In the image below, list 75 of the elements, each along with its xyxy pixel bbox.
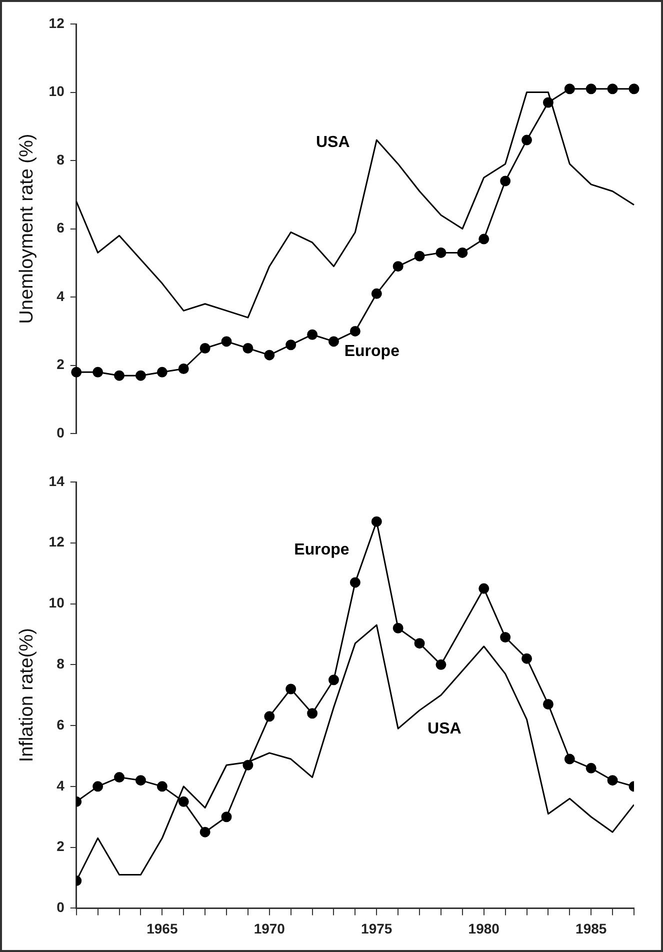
- y-tick-label: 2: [56, 356, 65, 372]
- series-label: Europe: [294, 542, 350, 559]
- y-tick-label: 0: [56, 899, 65, 916]
- point: [586, 84, 596, 94]
- point: [328, 674, 339, 686]
- point: [522, 653, 532, 664]
- x-tick-label: 1965: [146, 920, 178, 936]
- point: [92, 781, 104, 792]
- x-tick-label: 1985: [576, 920, 607, 936]
- point: [607, 84, 618, 94]
- point: [135, 370, 146, 381]
- point: [114, 370, 125, 381]
- x-tick-label: 1970: [254, 920, 286, 936]
- point: [114, 772, 125, 783]
- point: [200, 343, 210, 354]
- point: [436, 247, 446, 258]
- point: [178, 363, 189, 374]
- point: [286, 340, 296, 350]
- y-tick-label: 8: [56, 151, 65, 168]
- y-tick-label: 10: [48, 594, 65, 611]
- series-label: Europe: [344, 343, 400, 360]
- point: [564, 84, 575, 94]
- point: [350, 326, 360, 336]
- point: [414, 638, 425, 649]
- point: [307, 708, 318, 719]
- point: [522, 134, 532, 146]
- point: [221, 336, 232, 347]
- point: [264, 711, 275, 722]
- point: [264, 350, 275, 360]
- point: [478, 234, 490, 244]
- y-tick-label: 12: [48, 534, 65, 550]
- y-axis-title: Inflation rate(%): [16, 628, 38, 762]
- point: [328, 336, 339, 347]
- x-tick-label: 1975: [361, 920, 392, 936]
- y-tick-label: 10: [48, 83, 65, 100]
- point: [371, 516, 382, 527]
- point: [286, 684, 296, 694]
- y-tick-label: 12: [48, 14, 65, 31]
- series-label: USA: [316, 134, 350, 152]
- point: [392, 261, 404, 272]
- point: [457, 247, 468, 258]
- y-tick-label: 2: [56, 838, 65, 854]
- point: [478, 583, 490, 594]
- point: [371, 288, 382, 299]
- point: [500, 632, 511, 643]
- point: [221, 812, 232, 822]
- point: [71, 366, 82, 378]
- point: [628, 84, 640, 94]
- point: [607, 775, 618, 786]
- point: [178, 796, 189, 807]
- y-tick-label: 6: [56, 220, 65, 236]
- point: [414, 250, 425, 262]
- y-tick-label: 14: [48, 472, 65, 489]
- y-tick-label: 6: [56, 716, 65, 732]
- point: [242, 343, 254, 354]
- point: [200, 826, 210, 838]
- point: [586, 762, 596, 774]
- point: [92, 366, 104, 378]
- y-tick-label: 0: [56, 424, 65, 440]
- point: [156, 781, 168, 792]
- y-axis-title: Unemloyment rate (%): [16, 134, 38, 324]
- point: [436, 659, 446, 670]
- series-label: USA: [428, 720, 462, 738]
- point: [392, 622, 404, 634]
- y-tick-label: 4: [56, 777, 65, 794]
- point: [350, 577, 360, 588]
- point: [307, 329, 318, 340]
- point: [542, 698, 554, 710]
- y-tick-label: 8: [56, 656, 65, 672]
- point: [564, 754, 575, 764]
- x-tick-label: 1980: [468, 920, 500, 936]
- y-tick-label: 4: [56, 288, 65, 304]
- point: [156, 366, 168, 378]
- point: [500, 176, 511, 186]
- point: [135, 775, 146, 786]
